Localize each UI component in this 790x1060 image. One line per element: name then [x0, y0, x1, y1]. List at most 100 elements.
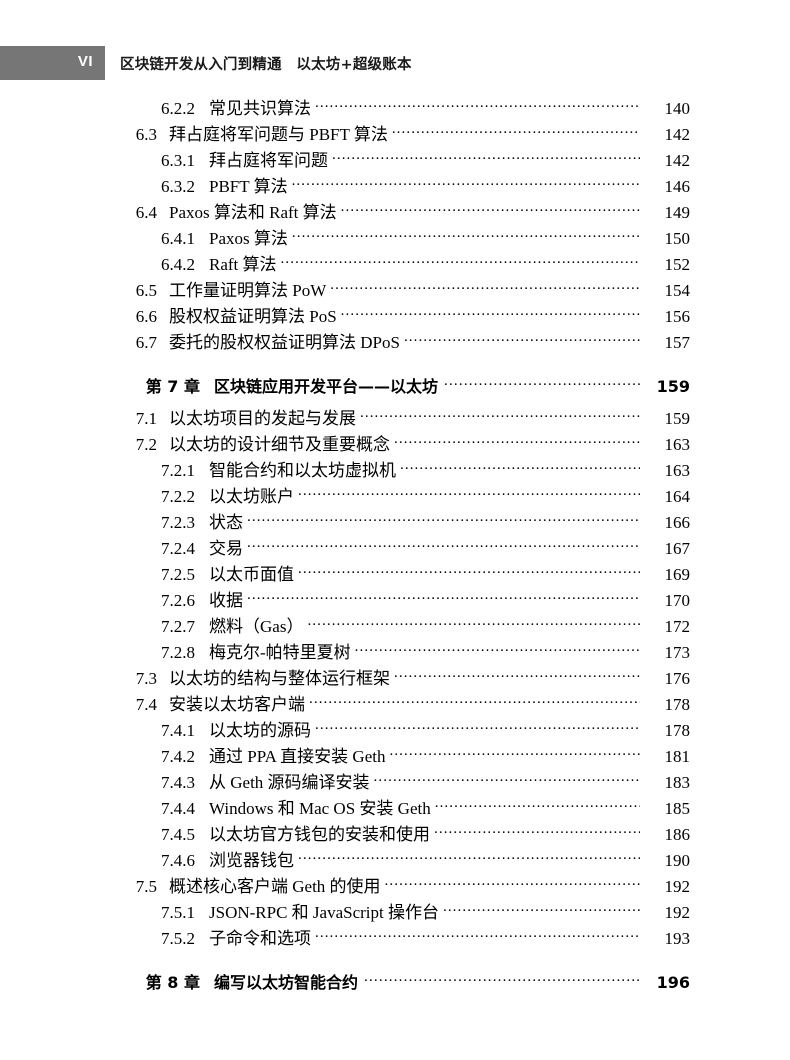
toc-leader-dots [394, 432, 640, 450]
toc-entry-page-number: 193 [664, 929, 691, 948]
toc-entry-title: Paxos 算法 [209, 229, 288, 248]
toc-entry-row[interactable]: 7.2.1 智能合约和以太坊虚拟机 163 [0, 458, 790, 484]
toc-entry-page-number: 192 [664, 877, 691, 896]
toc-entry-number: 第 7 章 [145, 377, 200, 396]
toc-entry-number: 7.2.6 [161, 591, 195, 610]
toc-leader-dots [298, 848, 640, 866]
toc-entry-title: 以太坊的源码 [209, 721, 311, 740]
toc-entry-row[interactable]: 6.3.2 PBFT 算法 146 [0, 174, 790, 200]
toc-entry-row[interactable]: 6.6 股权权益证明算法 PoS 156 [0, 304, 790, 330]
toc-entry-row[interactable]: 7.2.4 交易 167 [0, 536, 790, 562]
toc-entry-page-number: 181 [664, 747, 691, 766]
toc-entry-row[interactable]: 6.4.1 Paxos 算法 150 [0, 226, 790, 252]
toc-entry-row[interactable]: 7.4.4 Windows 和 Mac OS 安装 Geth 185 [0, 796, 790, 822]
toc-entry-number: 7.5.1 [161, 903, 195, 922]
toc-leader-dots [392, 122, 640, 140]
toc-entry-row[interactable]: 6.4.2 Raft 算法 152 [0, 252, 790, 278]
toc-entry-title: 拜占庭将军问题与 PBFT 算法 [169, 125, 388, 144]
toc-entry-title: 以太坊的结构与整体运行框架 [169, 669, 390, 688]
toc-entry-page-number: 149 [664, 203, 691, 222]
toc-entry-row[interactable]: 7.5.1 JSON-RPC 和 JavaScript 操作台 192 [0, 900, 790, 926]
toc-entry-page-number: 154 [664, 281, 691, 300]
toc-entry-title: 收据 [209, 591, 243, 610]
toc-entry-row[interactable]: 7.4.1 以太坊的源码 178 [0, 718, 790, 744]
toc-leader-dots [400, 458, 640, 476]
toc-entry-title: PBFT 算法 [209, 177, 288, 196]
toc-entry-row[interactable]: 7.2 以太坊的设计细节及重要概念 163 [0, 432, 790, 458]
toc-entry-row[interactable]: 6.3 拜占庭将军问题与 PBFT 算法 142 [0, 122, 790, 148]
toc-entry-row[interactable]: 7.2.8 梅克尔-帕特里夏树 173 [0, 640, 790, 666]
toc-entry-number: 6.3.1 [161, 151, 195, 170]
toc-leader-dots [389, 744, 640, 762]
toc-entry-row[interactable]: 7.1 以太坊项目的发起与发展 159 [0, 406, 790, 432]
toc-entry-page-number: 159 [656, 377, 690, 396]
toc-leader-dots [364, 970, 640, 988]
toc-leader-dots [360, 406, 640, 424]
toc-entry-page-number: 185 [664, 799, 691, 818]
toc-entry-page-number: 163 [664, 435, 691, 454]
toc-entry-row[interactable]: 7.4.6 浏览器钱包 190 [0, 848, 790, 874]
toc-entry-page-number: 178 [664, 721, 691, 740]
toc-entry-title: 以太坊项目的发起与发展 [169, 409, 356, 428]
toc-entry-number: 6.7 [135, 333, 157, 352]
toc-entry-row[interactable]: 7.2.2 以太坊账户 164 [0, 484, 790, 510]
toc-entry-page-number: 173 [664, 643, 691, 662]
toc-entry-row[interactable]: 7.4 安装以太坊客户端 178 [0, 692, 790, 718]
toc-entry-number: 6.5 [135, 281, 157, 300]
toc-entry-row[interactable]: 6.3.1 拜占庭将军问题 142 [0, 148, 790, 174]
toc-entry-number: 7.5.2 [161, 929, 195, 948]
toc-entry-title: 浏览器钱包 [209, 851, 294, 870]
toc-entry-number: 6.6 [135, 307, 157, 326]
toc-entry-row[interactable]: 6.7 委托的股权权益证明算法 DPoS 157 [0, 330, 790, 356]
toc-leader-dots [332, 148, 640, 166]
toc-leader-dots [292, 174, 640, 192]
toc-entry-row[interactable]: 6.2.2 常见共识算法 140 [0, 96, 790, 122]
toc-leader-dots [281, 252, 640, 270]
toc-entry-title: Paxos 算法和 Raft 算法 [169, 203, 337, 222]
toc-entry-number: 6.4.1 [161, 229, 195, 248]
toc-entry-row[interactable]: 7.5 概述核心客户端 Geth 的使用 192 [0, 874, 790, 900]
toc-entry-title: 以太坊的设计细节及重要概念 [169, 435, 390, 454]
toc-entry-number: 7.4.6 [161, 851, 195, 870]
toc-entry-title: 股权权益证明算法 PoS [169, 307, 337, 326]
toc-entry-number: 6.2.2 [161, 99, 195, 118]
toc-entry-title: 智能合约和以太坊虚拟机 [209, 461, 396, 480]
toc-entry-number: 7.4.2 [161, 747, 195, 766]
toc-entry-number: 6.3.2 [161, 177, 195, 196]
toc-leader-dots [434, 822, 640, 840]
toc-entry-row[interactable]: 7.2.5 以太币面值 169 [0, 562, 790, 588]
toc-entry-title: Raft 算法 [209, 255, 277, 274]
toc-leader-dots [341, 304, 640, 322]
toc-entry-title: 常见共识算法 [209, 99, 311, 118]
toc-leader-dots [341, 200, 640, 218]
toc-entry-title: 工作量证明算法 PoW [169, 281, 327, 300]
toc-entry-row[interactable]: 7.2.6 收据 170 [0, 588, 790, 614]
toc-entry-number: 7.2.7 [161, 617, 195, 636]
toc-entry-number: 7.4.4 [161, 799, 195, 818]
toc-entry-page-number: 196 [656, 973, 690, 992]
toc-entry-row[interactable]: 6.4 Paxos 算法和 Raft 算法 149 [0, 200, 790, 226]
toc-entry-row[interactable]: 7.4.3 从 Geth 源码编译安装 183 [0, 770, 790, 796]
toc-entry-number: 6.3 [135, 125, 157, 144]
toc-entry-page-number: 157 [664, 333, 691, 352]
toc-leader-dots [444, 374, 640, 392]
toc-entry-page-number: 176 [664, 669, 691, 688]
toc-entry-title: 编写以太坊智能合约 [214, 973, 359, 992]
toc-entry-title: 以太坊账户 [209, 487, 294, 506]
toc-entry-row[interactable]: 7.2.3 状态 166 [0, 510, 790, 536]
toc-entry-row[interactable]: 6.5 工作量证明算法 PoW 154 [0, 278, 790, 304]
toc-entry-number: 7.4.5 [161, 825, 195, 844]
chapter-row-spacer [0, 996, 790, 1002]
toc-entry-title: 状态 [209, 513, 243, 532]
toc-leader-dots [315, 926, 640, 944]
toc-entry-row[interactable]: 7.4.5 以太坊官方钱包的安装和使用 186 [0, 822, 790, 848]
toc-entry-row[interactable]: 7.3 以太坊的结构与整体运行框架 176 [0, 666, 790, 692]
book-title: 区块链开发从入门到精通 以太坊+超级账本 [120, 57, 412, 73]
toc-entry-row[interactable]: 7.2.7 燃料（Gas） 172 [0, 614, 790, 640]
toc-entry-row[interactable]: 7.5.2 子命令和选项 193 [0, 926, 790, 952]
toc-entry-title: JSON-RPC 和 JavaScript 操作台 [209, 903, 439, 922]
toc-entry-row[interactable]: 7.4.2 通过 PPA 直接安装 Geth 181 [0, 744, 790, 770]
